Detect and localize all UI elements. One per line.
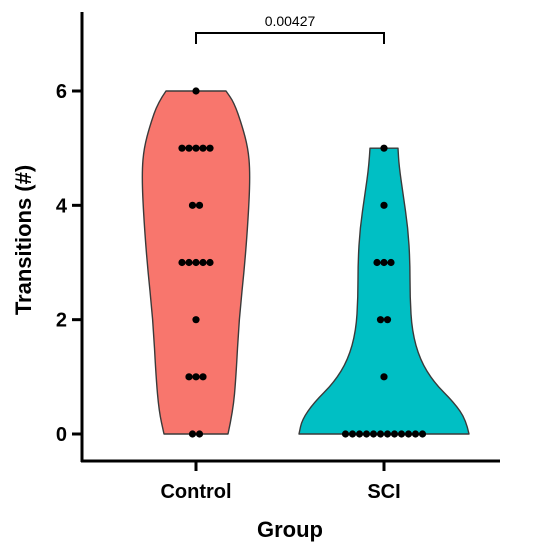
data-point [376, 430, 385, 438]
data-point [195, 430, 204, 438]
data-point [188, 201, 197, 209]
x-axis-title: Group [257, 517, 323, 542]
y-ticks: 0 2 4 6 [56, 81, 82, 446]
data-point [178, 144, 186, 152]
y-axis-title: Transitions (#) [11, 165, 36, 315]
data-point [373, 258, 381, 267]
data-point [199, 258, 207, 267]
data-point [195, 201, 204, 209]
y-tick-label: 0 [56, 424, 67, 446]
data-point [206, 258, 214, 267]
data-point [199, 373, 207, 381]
y-tick-label: 6 [56, 81, 67, 103]
data-point [397, 430, 406, 438]
data-point [376, 316, 385, 324]
violin-sci [298, 147, 470, 435]
data-point [185, 373, 193, 381]
data-point [380, 201, 388, 209]
y-tick-label: 4 [56, 195, 68, 217]
y-tick-label: 2 [56, 310, 67, 332]
significance-bracket [195, 32, 385, 44]
data-point [411, 430, 420, 438]
x-ticks: Control SCI [160, 461, 401, 503]
data-point [383, 316, 392, 324]
data-point [185, 144, 193, 152]
data-point [380, 144, 388, 152]
data-point [341, 430, 350, 438]
data-point [188, 430, 197, 438]
data-point [369, 430, 378, 438]
data-point [206, 144, 214, 152]
x-tick-label: SCI [367, 481, 400, 503]
p-value-label: 0.00427 [265, 13, 316, 29]
data-point [380, 373, 388, 381]
data-point [404, 430, 413, 438]
data-point [348, 430, 357, 438]
data-point [390, 430, 399, 438]
data-point [355, 430, 364, 438]
x-tick-label: Control [160, 481, 231, 503]
data-point [383, 430, 392, 438]
points-layer [178, 87, 427, 438]
data-point [192, 87, 200, 95]
data-point [362, 430, 371, 438]
data-point [418, 430, 427, 438]
data-point [178, 258, 186, 267]
data-point [192, 373, 200, 381]
data-point [192, 144, 200, 152]
data-point [199, 144, 207, 152]
data-point [185, 258, 193, 267]
data-point [387, 258, 395, 267]
data-point [192, 316, 200, 324]
data-point [380, 258, 388, 267]
data-point [192, 258, 200, 267]
